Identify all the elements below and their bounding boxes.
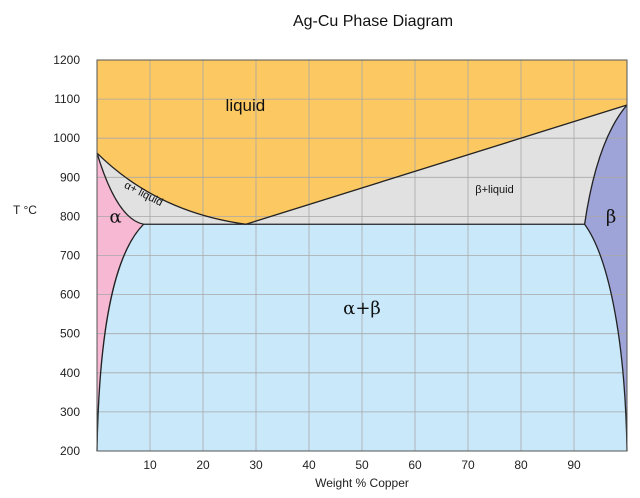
- y-tick-label: 900: [60, 170, 80, 184]
- y-axis-label: T °C: [13, 203, 37, 217]
- x-tick-label: 20: [196, 458, 210, 472]
- x-tick-label: 80: [514, 458, 528, 472]
- y-tick-label: 400: [60, 366, 80, 380]
- y-tick-label: 1200: [53, 53, 80, 67]
- beta-region: [584, 104, 627, 451]
- x-tick-label: 60: [408, 458, 422, 472]
- beta-solidus-line: [583, 104, 628, 225]
- y-tick-label: 800: [60, 209, 80, 223]
- chart-title: Ag-Cu Phase Diagram: [293, 13, 453, 30]
- y-tick-label: 500: [60, 327, 80, 341]
- x-tick-label: 40: [302, 458, 316, 472]
- y-tick-label: 1100: [54, 92, 80, 106]
- region-label-beta-liquid: β+liquid: [475, 184, 513, 196]
- y-tick-label: 300: [60, 405, 80, 419]
- region-label-beta: β: [606, 206, 616, 227]
- alpha-solvus-line: [96, 223, 145, 452]
- plot-frame: [96, 59, 628, 452]
- region-label-alpha-beta: α+β: [343, 298, 381, 319]
- axes: 200 300 400 500 600 700 800 900 1000 1100 1200 10 20…: [53, 53, 628, 472]
- x-tick-label: 30: [249, 458, 263, 472]
- phase-boundaries: [96, 104, 628, 452]
- grid: [97, 60, 627, 451]
- y-tick-label: 600: [60, 288, 80, 302]
- beta-solvus-line: [584, 223, 628, 452]
- x-tick-label: 50: [355, 458, 369, 472]
- liquidus-line: [96, 104, 628, 225]
- x-axis-label: Weight % Copper: [315, 476, 409, 490]
- alpha-solidus-line: [96, 152, 144, 225]
- x-tick-label: 70: [461, 458, 475, 472]
- alpha-region: [97, 153, 144, 452]
- region-label-alpha: α: [109, 206, 121, 227]
- y-tick-label: 200: [60, 444, 80, 458]
- alpha-liquid-region: [97, 153, 246, 225]
- x-tick-label: 90: [567, 458, 581, 472]
- y-tick-label: 700: [60, 249, 80, 263]
- y-tick-label: 1000: [53, 131, 80, 145]
- x-tick-label: 10: [143, 458, 157, 472]
- region-label-liquid: liquid: [226, 96, 266, 115]
